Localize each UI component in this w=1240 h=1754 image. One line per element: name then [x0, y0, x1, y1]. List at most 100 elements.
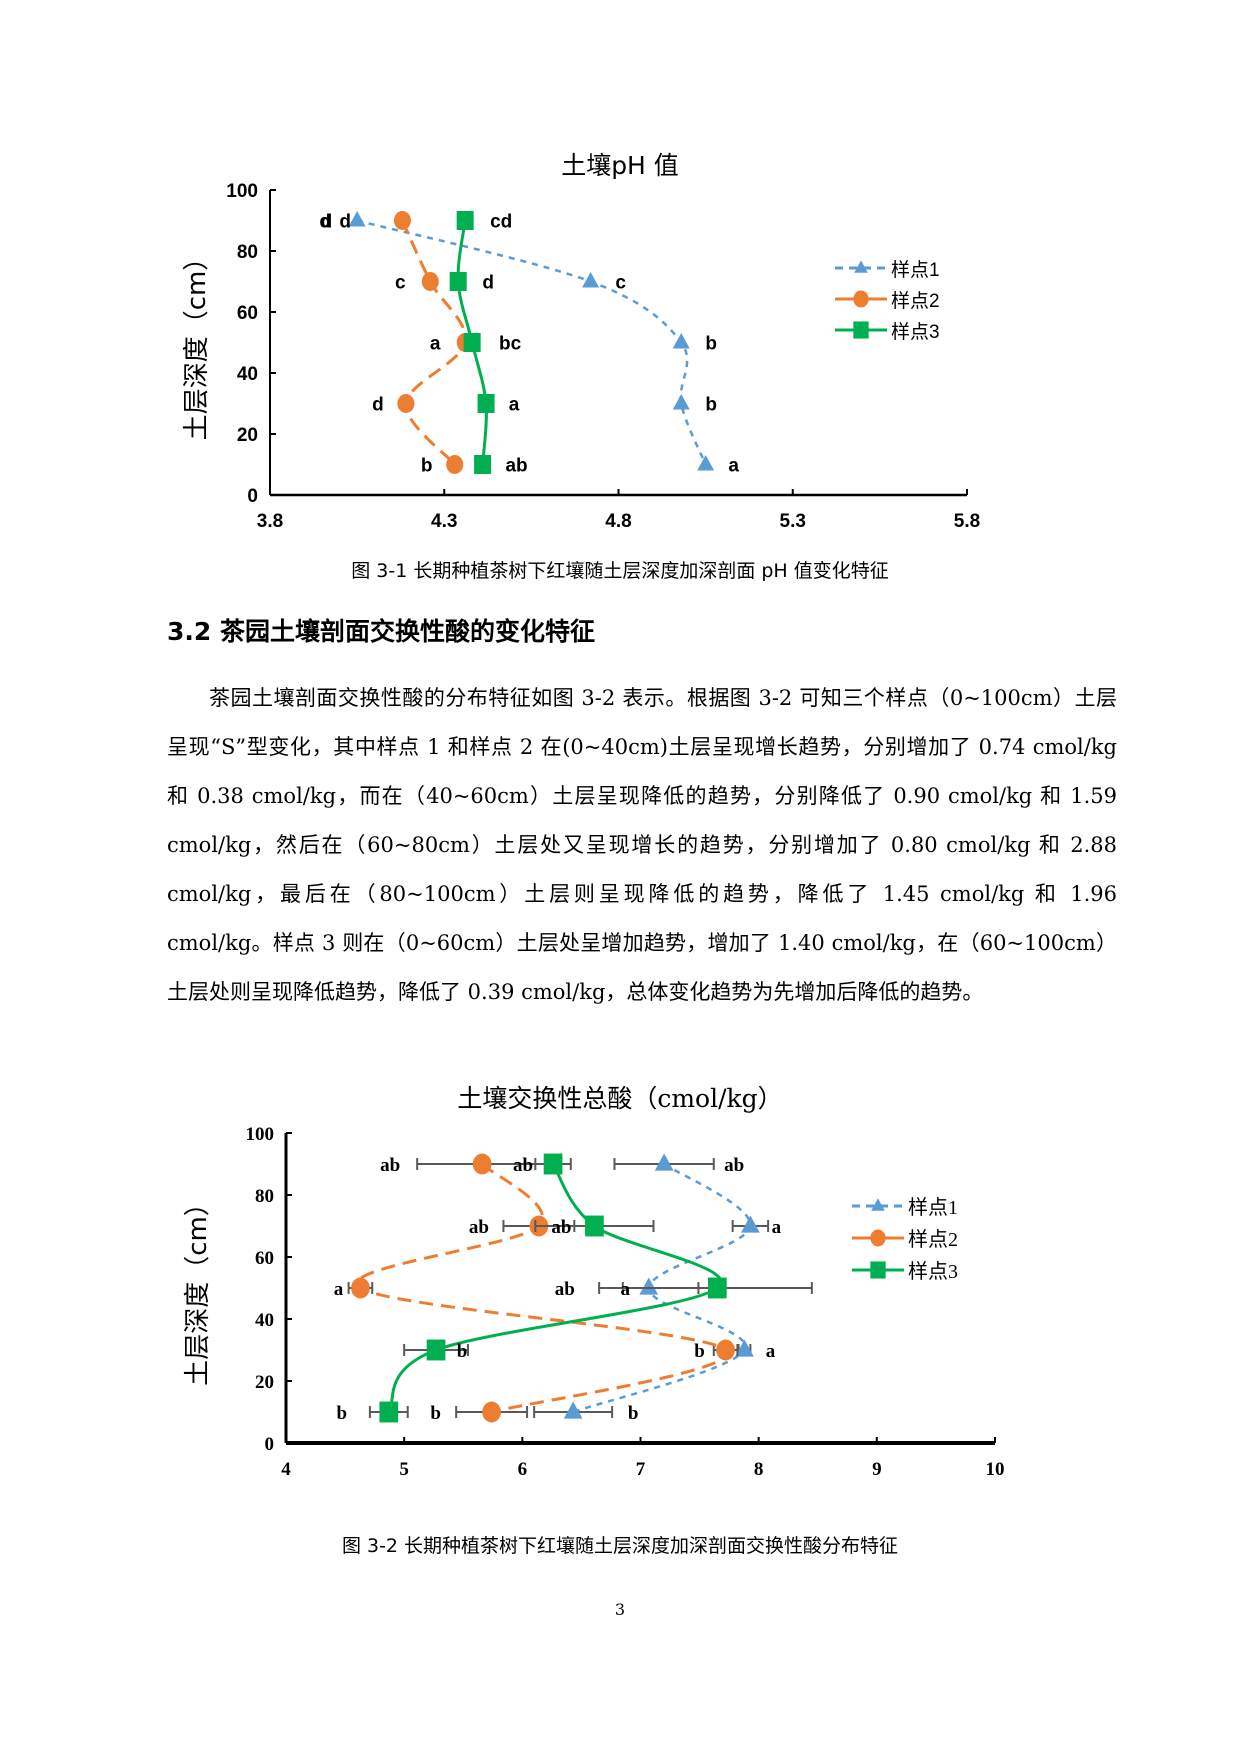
x-tick-label: 4.8: [605, 511, 631, 532]
series-3-point: [477, 394, 495, 413]
series-3-point: [456, 211, 474, 230]
series-1-point: [348, 211, 366, 227]
y-axis-label: 土层深度（cm）: [183, 1190, 213, 1386]
series-2-point: [716, 1339, 735, 1361]
y-tick-label: 100: [246, 1124, 275, 1145]
y-tick-label: 20: [255, 1372, 274, 1393]
significance-label: b: [430, 1403, 441, 1424]
significance-label: b: [628, 1403, 639, 1424]
paragraph-text: 茶园土壤剖面交换性酸的分布特征如图 3-2 表示。根据图 3-2 可知三个样点（…: [167, 686, 1117, 1004]
y-tick-label: 60: [255, 1248, 274, 1269]
legend-1-label: 样点1: [891, 259, 940, 281]
legend-2-label: 样点2: [891, 290, 940, 312]
x-tick-label: 8: [754, 1459, 764, 1480]
significance-label: a: [621, 1279, 631, 1300]
x-tick-label: 9: [872, 1459, 882, 1480]
legend-2-marker: [853, 290, 869, 308]
significance-label: b: [457, 1341, 468, 1362]
series-3-point: [474, 455, 492, 474]
section-heading: 3.2 茶园土壤剖面交换性酸的变化特征: [167, 617, 595, 646]
significance-label: ab: [505, 456, 527, 477]
x-tick-label: 7: [636, 1459, 646, 1480]
figure1-title: 土壤pH 值: [561, 151, 679, 180]
y-tick-label: 0: [247, 486, 258, 507]
y-tick-label: 0: [265, 1434, 275, 1455]
series-3-point: [463, 333, 481, 352]
legend-3-marker: [870, 1261, 886, 1279]
significance-label: ab: [724, 1155, 744, 1176]
significance-label: a: [766, 1341, 776, 1362]
y-tick-label: 100: [226, 181, 258, 202]
series-3-point: [379, 1401, 399, 1423]
series-3-point: [585, 1215, 604, 1237]
x-tick-label: 5.8: [954, 511, 980, 532]
exchangeable-acid-chart: 4 5 6 7 8 9 10020406080100土层深度（cm）abaababababa…: [183, 1124, 1005, 1480]
legend-3-label: 样点3: [891, 321, 940, 343]
section-paragraph: 茶园土壤剖面交换性酸的分布特征如图 3-2 表示。根据图 3-2 可知三个样点（…: [167, 674, 1117, 1017]
significance-label: c: [395, 273, 406, 294]
significance-label: d: [339, 212, 351, 233]
series-1-point: [697, 455, 715, 471]
significance-label: a: [728, 456, 739, 477]
series-3-point: [543, 1153, 563, 1175]
series-1-point: [654, 1153, 674, 1171]
figure1-caption: 图 3-1 长期种植茶树下红壤随土层深度加深剖面 pH 值变化特征: [351, 560, 889, 582]
x-tick-label: 5: [399, 1459, 409, 1480]
series-2-point: [482, 1401, 501, 1423]
series-3-point: [449, 272, 467, 291]
x-tick-label: 10: [986, 1459, 1005, 1480]
series-1-line: [356, 219, 707, 465]
ph-chart: 3.8 4.3 4.8 5.3 5.8 0 20 40 60 80 100 土层深度（cm） d c b b a…: [182, 181, 980, 532]
series-1-point: [672, 333, 690, 349]
significance-label: ab: [555, 1279, 575, 1300]
significance-label: ab: [469, 1217, 489, 1238]
series-2-point: [351, 1277, 370, 1299]
significance-label: d: [482, 273, 494, 294]
significance-label: d: [319, 212, 331, 233]
x-tick-label: 4: [281, 1459, 291, 1480]
significance-label: b: [705, 395, 717, 416]
series-3-point: [426, 1339, 446, 1361]
significance-label: bc: [499, 334, 522, 355]
significance-label: a: [509, 395, 520, 416]
y-tick-label: 20: [237, 425, 258, 446]
significance-label: b: [705, 334, 717, 355]
series-1-point: [672, 394, 690, 410]
significance-label: ab: [380, 1155, 400, 1176]
legend-3-marker: [853, 321, 869, 339]
figure2-caption: 图 3-2 长期种植茶树下红壤随土层深度加深剖面交换性酸分布特征: [341, 1535, 899, 1557]
legend-3-label: 样点3: [908, 1260, 958, 1283]
significance-label: b: [421, 456, 433, 477]
significance-label: d: [372, 395, 384, 416]
legend-1-label: 样点1: [908, 1196, 958, 1219]
significance-label: a: [772, 1217, 782, 1238]
x-tick-label: 5.3: [780, 511, 806, 532]
legend-2-marker: [870, 1229, 886, 1247]
series-2-point: [421, 272, 439, 291]
significance-label: b: [694, 1341, 705, 1362]
x-tick-label: 4.3: [431, 511, 457, 532]
series-1-point: [563, 1401, 583, 1419]
significance-label: d: [321, 212, 333, 233]
series-1-point: [741, 1215, 760, 1233]
significance-label: a: [334, 1279, 344, 1300]
significance-label: a: [430, 334, 441, 355]
series-1-line: [572, 1162, 752, 1414]
series-2-point: [393, 211, 411, 230]
y-tick-label: 40: [255, 1310, 274, 1331]
y-tick-label: 80: [255, 1186, 274, 1207]
significance-label: c: [615, 273, 626, 294]
legend-1-marker: [854, 260, 868, 273]
x-tick-label: 3.8: [257, 511, 283, 532]
x-tick-label: 6: [518, 1459, 528, 1480]
significance-label: ab: [513, 1155, 533, 1176]
series-3-point: [707, 1277, 727, 1299]
series-2-point: [446, 455, 464, 474]
series-2-point: [472, 1153, 492, 1175]
series-1-point: [735, 1339, 754, 1357]
legend-2-label: 样点2: [908, 1228, 958, 1251]
y-tick-label: 40: [237, 364, 258, 385]
significance-label: b: [337, 1403, 348, 1424]
series-2-point: [397, 394, 415, 413]
page-number: 3: [614, 1600, 626, 1619]
